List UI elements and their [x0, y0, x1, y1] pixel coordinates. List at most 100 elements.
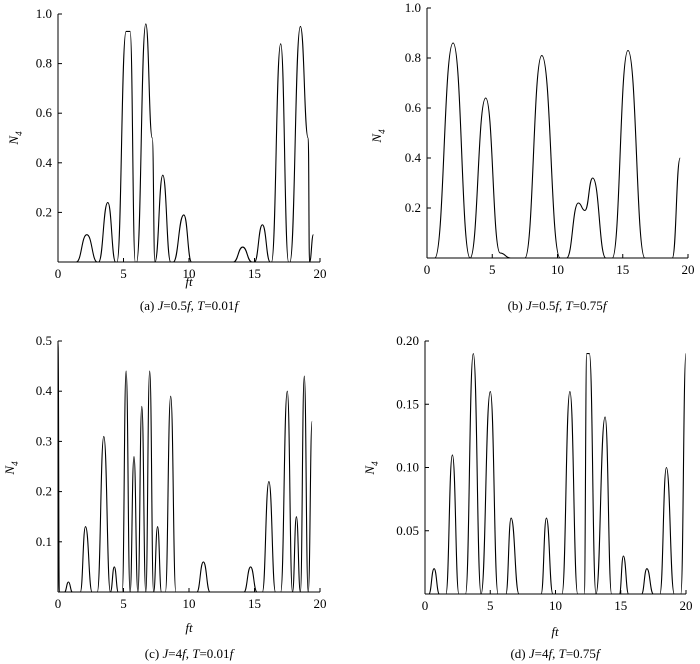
caption-prefix: (a) — [140, 298, 158, 313]
panel-caption: (d) J=4f, T=0.75f — [510, 646, 602, 661]
series-line — [426, 42, 681, 259]
caption-t-var: T — [559, 646, 567, 661]
x-axis-label: ft — [185, 274, 193, 289]
y-tick-label: 0.6 — [36, 105, 53, 120]
panel-c: 0.1 0.2 0.3 0.4 0.5 0 5 10 15 20 ft N4 (c) J=4f,… — [2, 333, 327, 661]
y-ticks: 0.2 0.4 0.6 0.8 1.0 — [405, 0, 431, 215]
x-tick-label: 0 — [55, 596, 62, 611]
y-axis-label-base: N — [6, 135, 21, 146]
x-tick-label: 15 — [614, 598, 627, 613]
y-ticks: 0.2 0.4 0.6 0.8 1.0 — [36, 6, 62, 219]
y-tick-label: 0.6 — [405, 100, 422, 115]
caption-f1: f — [555, 298, 561, 313]
series-group — [57, 340, 313, 593]
y-axis-label: N4 — [2, 461, 20, 476]
x-tick-label: 20 — [314, 596, 327, 611]
y-axis-label-base: N — [362, 465, 377, 476]
y-tick-label: 0.4 — [405, 150, 422, 165]
y-ticks: 0.05 0.10 0.15 0.20 — [396, 333, 429, 538]
x-tick-label: 15 — [248, 266, 261, 281]
y-tick-label: 0.5 — [36, 333, 52, 348]
x-tick-label: 5 — [489, 262, 496, 277]
caption-prefix: (d) — [510, 646, 528, 661]
x-tick-label: 20 — [682, 262, 695, 277]
caption-f1: f — [548, 646, 554, 661]
caption-j-var: J — [529, 646, 536, 661]
x-tick-label: 5 — [120, 266, 127, 281]
caption-f2: f — [230, 646, 236, 661]
y-axis-label-sub: 4 — [14, 131, 24, 136]
y-tick-label: 0.1 — [36, 534, 52, 549]
y-axis-label-sub: 4 — [377, 129, 387, 134]
x-tick-label: 10 — [551, 262, 564, 277]
x-ticks: 0 5 10 15 20 — [55, 588, 327, 611]
x-tick-label: 10 — [183, 266, 196, 281]
x-tick-label: 15 — [616, 262, 629, 277]
y-tick-label: 0.4 — [36, 155, 53, 170]
caption-f2: f — [596, 646, 602, 661]
x-tick-label: 5 — [120, 596, 127, 611]
y-tick-label: 0.8 — [36, 56, 52, 71]
y-tick-label: 0.4 — [36, 383, 53, 398]
x-tick-label: 0 — [424, 262, 431, 277]
series-group — [58, 23, 314, 263]
y-tick-label: 0.05 — [396, 523, 419, 538]
caption-j-var: J — [526, 298, 533, 313]
caption-t-var: T — [197, 298, 205, 313]
x-axis-label: ft — [185, 620, 193, 635]
y-axis-label: N4 — [369, 129, 387, 144]
x-ticks: 0 5 10 15 20 — [55, 258, 327, 281]
caption-f2: f — [603, 298, 609, 313]
panel-caption: (b) J=0.5f, T=0.75f — [508, 298, 609, 313]
x-tick-label: 20 — [680, 598, 693, 613]
y-axis-label: N4 — [362, 461, 380, 476]
y-axis-label: N4 — [6, 131, 24, 146]
y-tick-label: 0.3 — [36, 433, 52, 448]
y-tick-label: 1.0 — [405, 0, 421, 15]
x-tick-label: 10 — [549, 598, 562, 613]
x-ticks: 0 5 10 15 20 — [422, 590, 693, 613]
caption-sep: , — [559, 298, 566, 313]
caption-t-val: =0.01 — [199, 646, 229, 661]
caption-j-var: J — [162, 646, 169, 661]
x-tick-label: 5 — [487, 598, 494, 613]
caption-j-val: =0.5 — [532, 298, 556, 313]
caption-sep: , — [552, 646, 559, 661]
x-tick-label: 0 — [55, 266, 62, 281]
panel-caption: (a) J=0.5f, T=0.01f — [140, 298, 241, 313]
y-tick-label: 0.2 — [36, 204, 52, 219]
x-tick-label: 15 — [248, 596, 261, 611]
y-tick-label: 0.10 — [396, 460, 419, 475]
y-axis-label-base: N — [2, 465, 17, 476]
series-group — [426, 42, 681, 259]
caption-f2: f — [234, 298, 240, 313]
series-line — [425, 353, 687, 595]
panel-d: 0.050.100.150.20 0 5 10 15 20 ft N4 (d) J=4f… — [362, 333, 693, 661]
y-tick-label: 1.0 — [36, 6, 52, 21]
x-tick-label: 10 — [183, 596, 196, 611]
caption-prefix: (b) — [508, 298, 526, 313]
y-tick-label: 0.20 — [396, 333, 419, 348]
y-axis-label-sub: 4 — [10, 461, 20, 466]
caption-j-val: =4 — [168, 646, 182, 661]
caption-prefix: (c) — [145, 646, 163, 661]
panel-caption: (c) J=4f, T=0.01f — [145, 646, 236, 661]
y-tick-label: 0.2 — [405, 200, 421, 215]
y-tick-label: 0.2 — [36, 484, 52, 499]
panel-a: 0.2 0.4 0.6 0.8 1.0 0 5 10 15 20 ft N4 (a) J=0.5… — [6, 6, 327, 313]
caption-t-val: =0.01 — [204, 298, 234, 313]
caption-t-var: T — [565, 298, 573, 313]
series-line — [58, 23, 314, 263]
panel-b: 0.2 0.4 0.6 0.8 1.0 0 5 10 15 20 N4 (b) J=0.5f, … — [369, 0, 695, 313]
caption-j-val: =4 — [535, 646, 549, 661]
caption-j-var: J — [158, 298, 165, 313]
caption-j-val: =0.5 — [163, 298, 187, 313]
caption-t-val: =0.75 — [573, 298, 603, 313]
x-tick-label: 0 — [422, 598, 429, 613]
y-tick-label: 0.15 — [396, 396, 419, 411]
series-group — [425, 353, 687, 595]
caption-f1: f — [182, 646, 188, 661]
y-tick-label: 0.8 — [405, 50, 421, 65]
y-axis-label-base: N — [369, 133, 384, 144]
